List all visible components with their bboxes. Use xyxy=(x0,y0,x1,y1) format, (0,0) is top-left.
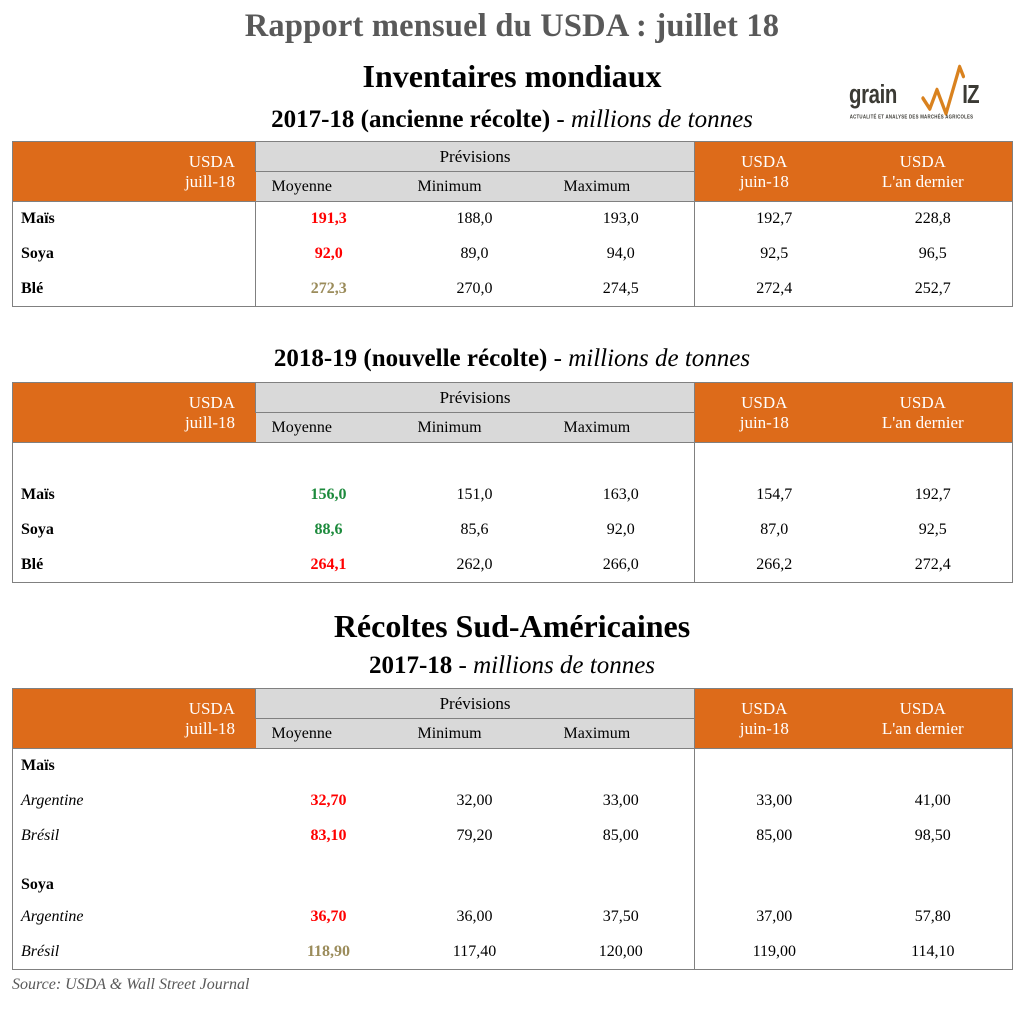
svg-text:grain: grain xyxy=(849,80,897,109)
svg-text:IZ: IZ xyxy=(962,80,979,109)
svg-text:ACTUALITÉ ET ANALYSE DES MARCH: ACTUALITÉ ET ANALYSE DES MARCHÉS AGRICOL… xyxy=(850,112,974,121)
